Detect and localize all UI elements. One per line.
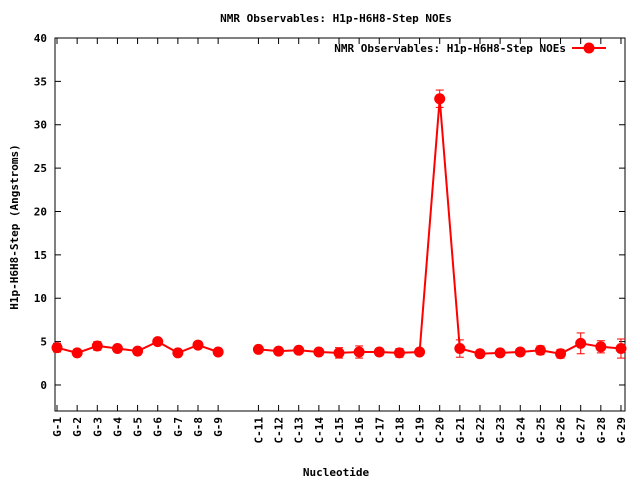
x-tick-label: C-17 bbox=[373, 417, 386, 444]
legend: NMR Observables: H1p-H6H8-Step NOEs bbox=[334, 42, 606, 55]
x-tick-label: G-24 bbox=[514, 417, 527, 444]
x-tick-label: C-15 bbox=[333, 417, 346, 444]
x-tick-label: G-9 bbox=[212, 417, 225, 437]
data-point bbox=[373, 346, 385, 358]
y-tick-label: 25 bbox=[34, 162, 47, 175]
x-axis: G-1 G-2 G-3 G-4 G-5 G-6 G-7 G-8 G-9 C-11 C-12 C-13 C… bbox=[51, 38, 628, 444]
x-tick-label: C-20 bbox=[434, 417, 447, 444]
series-layer bbox=[51, 89, 627, 360]
x-tick-label: G-27 bbox=[575, 417, 588, 444]
data-point bbox=[615, 343, 627, 355]
data-point bbox=[333, 347, 345, 359]
x-tick-label: G-2 bbox=[71, 417, 84, 437]
data-point bbox=[91, 340, 103, 352]
data-point bbox=[494, 347, 506, 359]
x-tick-label: G-23 bbox=[494, 417, 507, 444]
y-tick-label: 15 bbox=[34, 249, 47, 262]
x-axis-label: Nucleotide bbox=[303, 466, 370, 479]
x-tick-label: C-14 bbox=[313, 417, 326, 444]
x-tick-label: C-12 bbox=[273, 417, 286, 444]
x-tick-label: C-19 bbox=[414, 417, 427, 444]
y-tick-label: 0 bbox=[40, 379, 47, 392]
data-point bbox=[293, 344, 305, 356]
x-tick-label: G-6 bbox=[152, 417, 165, 437]
y-tick-label: 5 bbox=[40, 336, 47, 349]
y-tick-label: 30 bbox=[34, 119, 47, 132]
x-tick-label: C-11 bbox=[252, 417, 265, 444]
x-tick-label: G-25 bbox=[534, 417, 547, 444]
data-point bbox=[534, 344, 546, 356]
data-point bbox=[434, 93, 446, 105]
data-point bbox=[595, 341, 607, 353]
x-tick-label: G-21 bbox=[454, 417, 467, 444]
data-point bbox=[514, 346, 526, 358]
plot-frame bbox=[54, 37, 626, 412]
data-point bbox=[313, 346, 325, 358]
x-tick-label: G-8 bbox=[192, 417, 205, 437]
x-tick-label: G-28 bbox=[595, 417, 608, 444]
data-point bbox=[152, 336, 164, 348]
data-point bbox=[132, 345, 144, 357]
data-point bbox=[393, 347, 405, 359]
series-line bbox=[258, 98, 622, 355]
y-axis: 0 5 10 15 20 25 30 35 40 bbox=[34, 32, 625, 392]
x-tick-label: G-26 bbox=[555, 417, 568, 444]
x-tick-label: G-7 bbox=[172, 417, 185, 437]
x-tick-label: G-1 bbox=[51, 417, 64, 437]
data-point bbox=[555, 348, 567, 360]
data-point bbox=[353, 346, 365, 358]
data-point bbox=[51, 342, 63, 354]
data-point bbox=[71, 347, 83, 359]
data-point bbox=[252, 343, 264, 355]
y-tick-label: 10 bbox=[34, 292, 47, 305]
x-tick-label: C-13 bbox=[293, 417, 306, 444]
data-point bbox=[212, 346, 224, 358]
legend-marker bbox=[583, 42, 595, 54]
chart-title: NMR Observables: H1p-H6H8-Step NOEs bbox=[220, 12, 452, 25]
x-tick-label: G-5 bbox=[132, 417, 145, 437]
data-point bbox=[192, 339, 204, 351]
data-point bbox=[454, 343, 466, 355]
data-point bbox=[172, 347, 184, 359]
x-tick-label: G-4 bbox=[111, 417, 124, 437]
x-tick-label: G-22 bbox=[474, 417, 487, 444]
x-tick-label: C-18 bbox=[393, 417, 406, 444]
y-tick-label: 40 bbox=[34, 32, 47, 45]
data-point bbox=[273, 345, 285, 357]
data-point bbox=[414, 346, 426, 358]
x-tick-label: C-16 bbox=[353, 417, 366, 444]
x-tick-label: G-29 bbox=[615, 417, 628, 444]
legend-label: NMR Observables: H1p-H6H8-Step NOEs bbox=[334, 42, 566, 55]
y-tick-label: 20 bbox=[34, 205, 47, 218]
data-point bbox=[474, 348, 486, 360]
x-tick-label: G-3 bbox=[91, 417, 104, 437]
data-point bbox=[111, 343, 123, 355]
data-point bbox=[575, 337, 587, 349]
y-tick-label: 35 bbox=[34, 75, 47, 88]
y-axis-label: H1p-H6H8-Step (Angstroms) bbox=[8, 144, 21, 310]
